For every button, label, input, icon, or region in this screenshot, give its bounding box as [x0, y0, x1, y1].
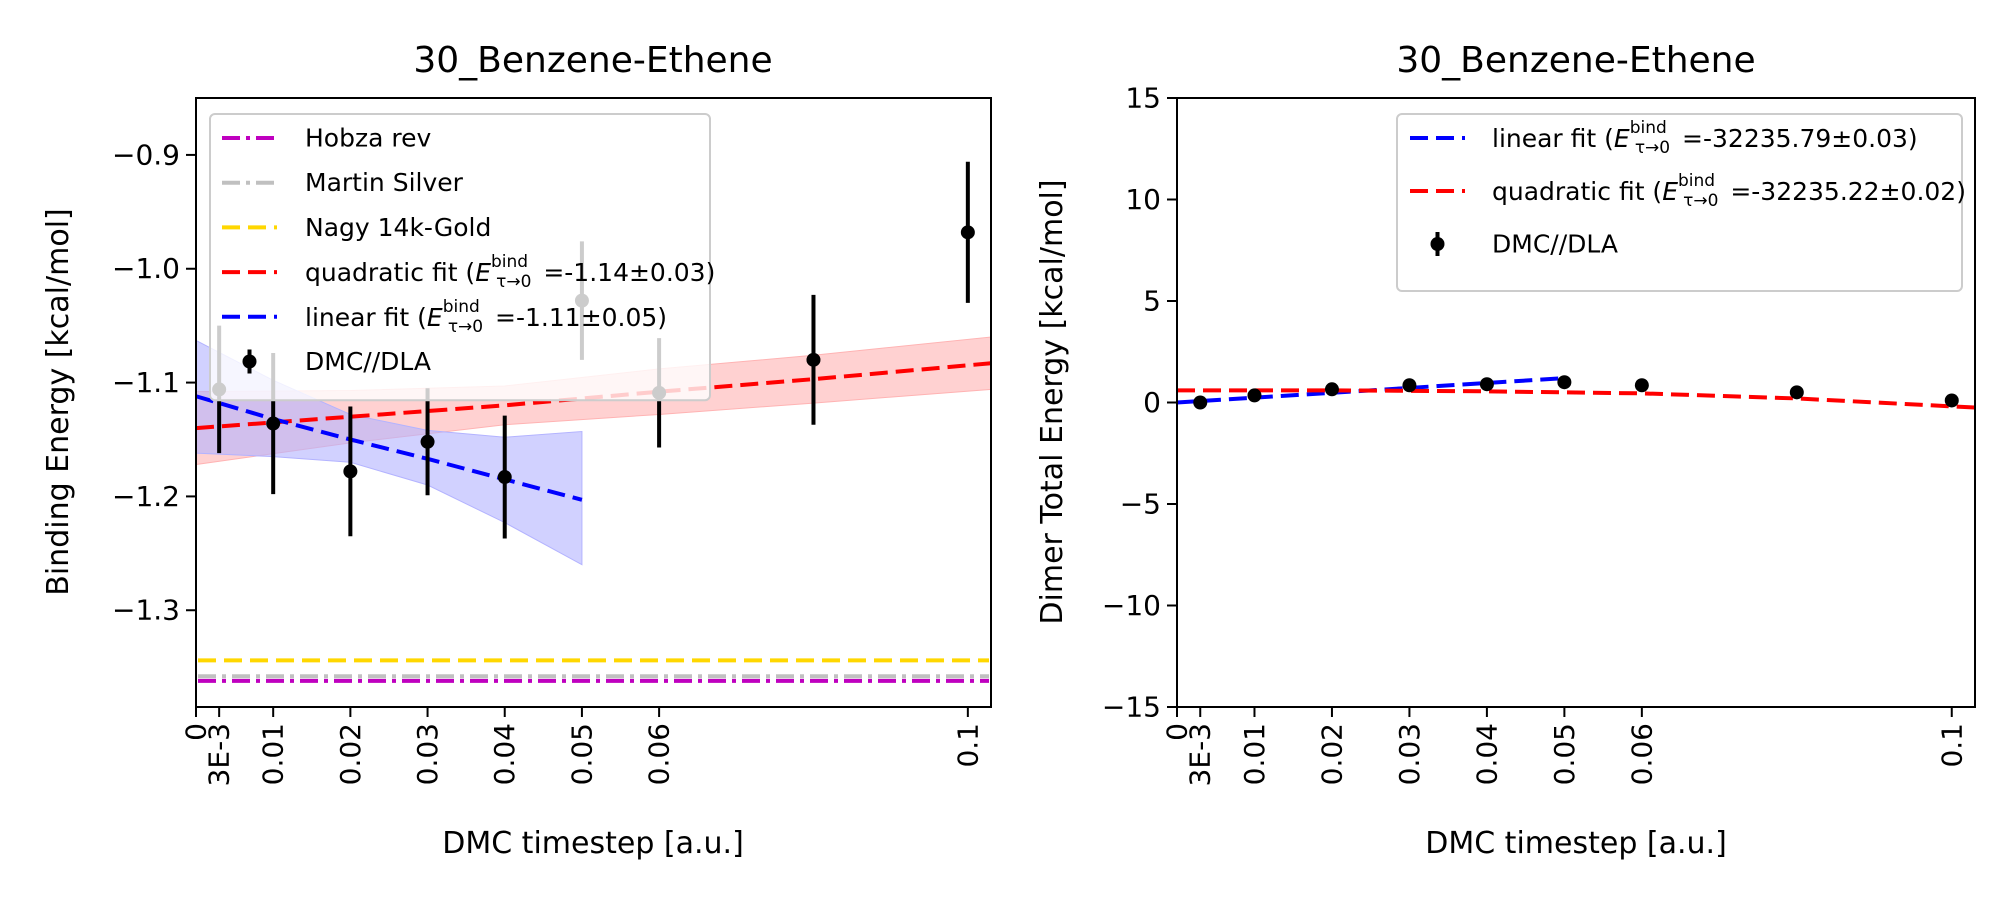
right-data-point [1479, 377, 1494, 392]
right-data-points [1193, 375, 1959, 410]
left-y-tick-label: −1.3 [112, 594, 180, 627]
left-data-point [420, 434, 435, 449]
right-x-tick-label: 0.02 [1315, 723, 1348, 785]
left-data-point [806, 352, 821, 367]
right-chart: 30_Benzene-Ethene linear fit (Ebind τ→0 =… [1035, 40, 1976, 861]
left-plot-frame [195, 97, 992, 708]
right-legend-point-swatch [1430, 237, 1445, 251]
right-x-tick-label: 0 [1161, 723, 1194, 741]
left-data-point [266, 416, 281, 431]
left-x-tick-label: 0.04 [488, 723, 521, 785]
left-data-point [960, 225, 975, 240]
left-legend-label: DMC//DLA [305, 347, 431, 376]
right-legend: linear fit (Ebind τ→0 =-32235.79±0.03) qua… [1396, 113, 1966, 292]
right-x-axis-label: DMC timestep [a.u.] [1425, 826, 1727, 861]
right-x-tick-label: 0.04 [1470, 723, 1503, 785]
left-legend-label: quadratic fit (Ebind τ→0 =-1.14±0.03) [305, 252, 715, 292]
left-data-point [343, 464, 358, 479]
right-data-point [1789, 385, 1804, 400]
right-y-tick-label: −5 [1120, 488, 1161, 521]
left-legend-label: Nagy 14k-Gold [305, 213, 491, 242]
right-y-tick-label: 10 [1125, 183, 1161, 216]
right-data-point [1557, 375, 1572, 390]
right-legend-label: linear fit (Ebind τ→0 =-32235.79±0.03) [1492, 118, 1918, 158]
left-y-ticks: −1.3 −1.2 −1.1 −1.0 −0.9 [112, 138, 196, 627]
right-chart-title: 30_Benzene-Ethene [1396, 40, 1755, 81]
right-data-point [1402, 378, 1417, 393]
right-y-tick-label: 0 [1143, 386, 1161, 419]
left-x-tick-label: 0.02 [334, 723, 367, 785]
left-legend: Hobza rev Martin Silver Nagy 14k-Gold quadr… [209, 113, 715, 402]
right-x-tick-label: 0.03 [1393, 723, 1426, 785]
left-legend-label: linear fit (Ebind τ→0 =-1.11±0.05) [305, 297, 667, 337]
left-reference-lines [198, 658, 989, 683]
right-y-tick-label: −10 [1102, 589, 1161, 622]
right-legend-label: quadratic fit (Ebind τ→0 =-32235.22±0.02) [1492, 171, 1966, 211]
right-data-point [1324, 382, 1339, 397]
left-fit-lines [195, 361, 992, 502]
right-legend-frame [1396, 113, 1963, 292]
right-data-point [1193, 395, 1208, 410]
right-data-point [1944, 393, 1959, 408]
left-linear-fit-1-11-0-05-line [195, 394, 583, 502]
right-x-tick-label: 0.06 [1625, 723, 1658, 785]
left-y-axis-label: Binding Energy [kcal/mol] [41, 208, 76, 595]
left-chart: 30_Benzene-Ethene Hobza rev Martin Silver… [41, 40, 992, 861]
right-y-ticks: −15 −10 −5 0 5 10 15 [1102, 82, 1177, 724]
left-y-tick-label: −1.0 [112, 252, 180, 285]
left-data-point [497, 470, 512, 485]
right-y-axis-label: Dimer Total Energy [kcal/mol] [1035, 179, 1070, 624]
left-y-tick-label: −0.9 [112, 138, 180, 171]
left-legend-frame [209, 113, 711, 402]
left-x-tick-label: 0.05 [565, 723, 598, 785]
left-x-tick-label: 0.1 [951, 723, 984, 768]
right-x-tick-label: 0.05 [1548, 723, 1581, 785]
left-x-axis-label: DMC timestep [a.u.] [442, 826, 744, 861]
right-fit-lines [1176, 376, 1976, 410]
left-legend-point-swatch [242, 354, 257, 369]
right-x-ticks: 03E-3 0.01 0.02 0.03 0.04 0.05 0.06 0.1 [1161, 707, 1968, 786]
left-x-tick-label: 3E-3 [203, 723, 236, 786]
left-x-tick-label: 0.06 [643, 723, 676, 785]
right-y-tick-label: 15 [1125, 82, 1161, 115]
left-x-ticks: 03E-3 0.01 0.02 0.03 0.04 0.05 0.06 0.1 [180, 707, 984, 786]
right-y-tick-label: 5 [1143, 285, 1161, 318]
left-chart-title: 30_Benzene-Ethene [413, 40, 772, 81]
left-y-tick-label: −1.1 [112, 366, 180, 399]
right-x-tick-label: 3E-3 [1184, 723, 1217, 786]
right-y-tick-label: −15 [1102, 691, 1161, 724]
right-x-tick-label: 0.1 [1935, 723, 1968, 768]
left-legend-label: Hobza rev [305, 124, 431, 153]
right-x-tick-label: 0.01 [1238, 723, 1271, 785]
right-data-point [1247, 388, 1262, 403]
left-x-tick-label: 0 [180, 723, 213, 741]
left-legend-label: Martin Silver [305, 168, 464, 197]
right-legend-label: DMC//DLA [1492, 230, 1618, 259]
left-x-tick-label: 0.01 [257, 723, 290, 785]
right-data-point [1634, 378, 1649, 393]
left-x-tick-label: 0.03 [411, 723, 444, 785]
left-y-tick-label: −1.2 [112, 480, 180, 513]
